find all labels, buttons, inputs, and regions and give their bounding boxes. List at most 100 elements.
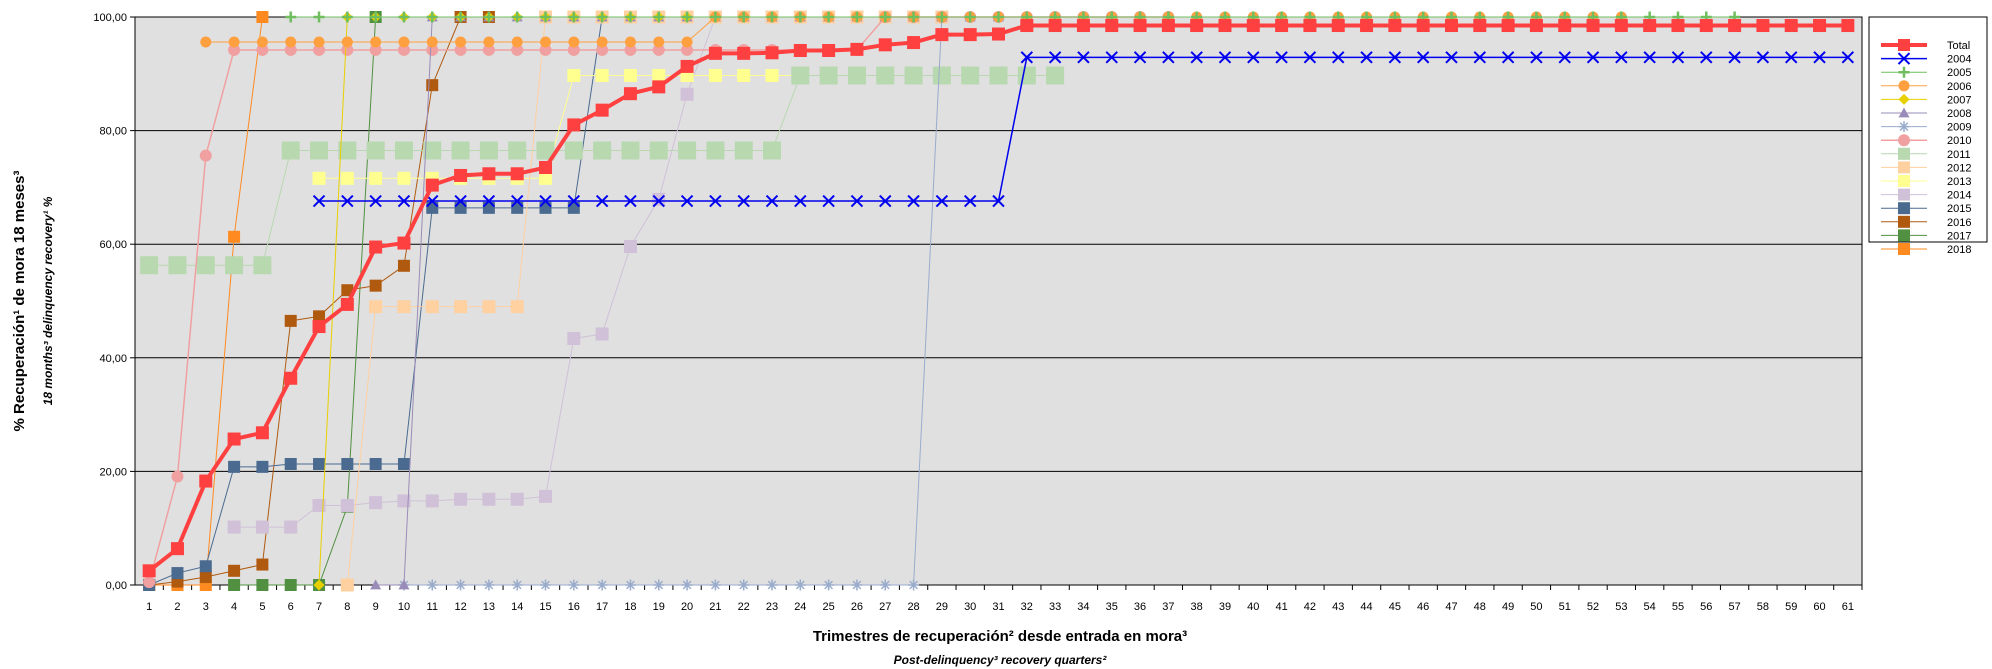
legend-swatch-marker bbox=[1898, 147, 1910, 160]
data-point bbox=[567, 201, 580, 214]
data-point bbox=[652, 43, 665, 56]
x-tick-label: 25 bbox=[823, 601, 835, 613]
legend-swatch-marker bbox=[1898, 107, 1910, 118]
data-point bbox=[366, 141, 385, 160]
x-tick-label: 19 bbox=[653, 601, 665, 613]
x-tick-label: 47 bbox=[1445, 601, 1457, 613]
data-point bbox=[511, 11, 523, 23]
data-point bbox=[170, 542, 184, 556]
data-point bbox=[369, 458, 382, 471]
data-point bbox=[1190, 19, 1204, 33]
data-point bbox=[340, 297, 354, 311]
data-point bbox=[907, 36, 921, 50]
data-point bbox=[1643, 51, 1656, 64]
data-point bbox=[706, 141, 725, 160]
data-point bbox=[1558, 51, 1571, 64]
data-point bbox=[1529, 19, 1543, 33]
legend-entry: 2018 bbox=[1881, 243, 1971, 256]
x-axis-tick-labels: 1 2 3 4 5 6 7 8 9 10 11 12 13 14 15 16 17 18 19 20 21 22 23 24 2… bbox=[146, 601, 1854, 613]
legend-entry: 2008 bbox=[1881, 107, 1971, 120]
data-point bbox=[483, 11, 495, 23]
x-tick-label: 17 bbox=[596, 601, 608, 613]
legend-entry: 2011 bbox=[1881, 147, 1971, 161]
data-point bbox=[510, 492, 524, 506]
data-point bbox=[652, 80, 666, 94]
data-point bbox=[539, 43, 552, 56]
data-point bbox=[482, 492, 496, 506]
data-point bbox=[1218, 51, 1232, 64]
data-point bbox=[879, 579, 891, 591]
legend-label: 2004 bbox=[1947, 54, 1971, 66]
data-point bbox=[595, 327, 609, 341]
x-tick-label: 9 bbox=[373, 601, 379, 613]
data-point bbox=[200, 36, 212, 48]
data-point bbox=[681, 579, 693, 591]
legend-label: 2007 bbox=[1947, 94, 1971, 106]
data-point bbox=[653, 36, 665, 48]
data-point bbox=[1614, 19, 1628, 33]
data-point bbox=[397, 300, 411, 314]
data-point bbox=[1756, 19, 1770, 33]
data-point bbox=[394, 141, 413, 160]
data-point bbox=[370, 579, 382, 590]
legend-swatch-marker bbox=[1898, 66, 1910, 78]
data-point bbox=[681, 11, 693, 23]
data-point bbox=[963, 28, 977, 42]
legend-label: 2010 bbox=[1947, 135, 1971, 147]
data-point bbox=[425, 494, 439, 508]
data-point bbox=[341, 11, 353, 23]
x-tick-label: 13 bbox=[483, 601, 495, 613]
legend: Total20042005200620072008200920102011201… bbox=[1868, 16, 1988, 256]
data-point bbox=[425, 178, 439, 192]
y-tick-label: 0,00 bbox=[106, 580, 127, 592]
data-point bbox=[1586, 51, 1600, 64]
data-point bbox=[734, 141, 753, 160]
legend-entry: 2004 bbox=[1881, 52, 1971, 66]
legend-swatch-marker bbox=[1898, 188, 1910, 201]
data-point bbox=[1784, 19, 1798, 33]
data-point bbox=[285, 36, 297, 48]
data-point bbox=[624, 194, 637, 208]
data-point bbox=[1501, 19, 1515, 33]
data-point bbox=[540, 11, 552, 23]
data-point bbox=[993, 11, 1004, 23]
data-point bbox=[196, 256, 215, 275]
data-point bbox=[171, 567, 184, 580]
x-tick-label: 33 bbox=[1049, 601, 1061, 613]
data-point bbox=[281, 141, 300, 160]
legend-label: 2014 bbox=[1947, 190, 1971, 202]
data-point bbox=[766, 11, 778, 23]
data-point bbox=[143, 576, 156, 589]
data-point bbox=[341, 458, 354, 471]
data-point bbox=[823, 11, 835, 23]
data-point bbox=[397, 458, 410, 471]
data-point bbox=[540, 579, 552, 591]
legend-entry: 2013 bbox=[1881, 175, 1971, 188]
data-point bbox=[737, 46, 751, 60]
data-point bbox=[709, 194, 722, 208]
legend-swatch-marker bbox=[1898, 229, 1910, 242]
legend-label: 2012 bbox=[1947, 162, 1971, 174]
data-point bbox=[256, 43, 269, 56]
x-tick-label: 8 bbox=[344, 601, 350, 613]
data-point bbox=[539, 489, 553, 503]
data-point bbox=[1275, 19, 1289, 33]
legend-swatch-marker bbox=[1898, 93, 1910, 105]
series-layer bbox=[140, 10, 1855, 592]
x-tick-label: 43 bbox=[1332, 601, 1344, 613]
y-axis-subtitle: 18 months³ delinquency recovery¹ % bbox=[41, 196, 55, 405]
data-point bbox=[624, 43, 637, 56]
data-point bbox=[256, 11, 269, 23]
data-point bbox=[511, 201, 524, 214]
data-point bbox=[568, 11, 580, 23]
legend-swatch-marker bbox=[1898, 161, 1910, 174]
x-tick-label: 48 bbox=[1474, 601, 1486, 613]
legend-label: Total bbox=[1947, 40, 1970, 52]
data-point bbox=[593, 141, 612, 160]
data-point bbox=[312, 320, 326, 334]
data-point bbox=[454, 43, 467, 56]
data-point bbox=[199, 474, 213, 488]
x-tick-label: 30 bbox=[964, 601, 976, 613]
x-tick-label: 20 bbox=[681, 601, 693, 613]
